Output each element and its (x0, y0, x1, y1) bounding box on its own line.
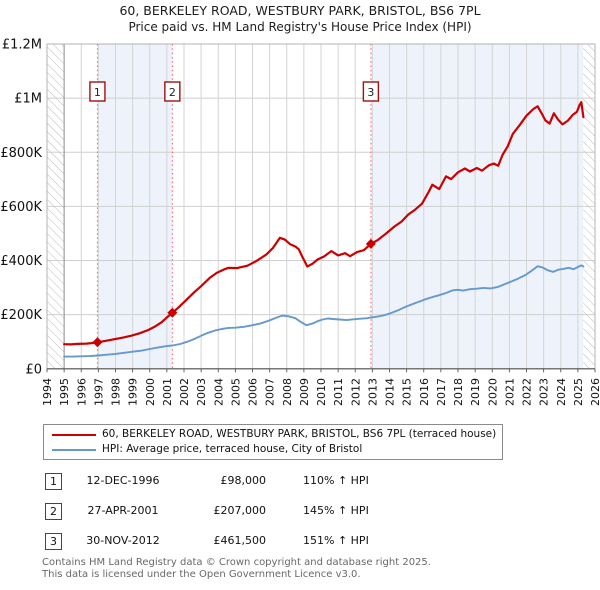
x-axis-tick-label: 1996 (75, 378, 88, 406)
x-axis-tick-label: 1997 (92, 378, 105, 406)
sale-price: £98,000 (220, 474, 267, 487)
y-axis-tick-label: £400K (0, 254, 42, 269)
x-axis-tick-label: 2005 (229, 378, 242, 406)
x-axis-tick-label: 2007 (264, 378, 277, 406)
y-axis-tick-label: £1M (14, 92, 42, 107)
x-axis-tick-label: 2019 (469, 378, 482, 406)
y-axis-tick-label: £200K (0, 308, 42, 323)
table-row-sale-1: 1 12-DEC-1996 £98,000 110% ↑ HPI (0, 473, 600, 490)
sale-date: 27-APR-2001 (87, 504, 159, 517)
y-axis-tick-label: £1.2M (2, 38, 42, 53)
price-line-sample (52, 434, 96, 436)
sale-number-badge: 2 (45, 503, 62, 520)
sale-marker-diamond (365, 238, 376, 249)
sale-date: 12-DEC-1996 (86, 474, 160, 487)
x-axis-tick-label: 2009 (298, 378, 311, 406)
x-axis-tick-label: 2013 (366, 378, 379, 406)
x-axis-tick-label: 2016 (418, 378, 431, 406)
x-axis-tick-label: 2017 (435, 378, 448, 406)
x-axis-tick-label: 2002 (178, 378, 191, 406)
x-axis-tick-label: 2008 (281, 378, 294, 406)
x-axis-tick-label: 2023 (538, 378, 551, 406)
sale-hpi-change: 151% ↑ HPI (303, 534, 369, 547)
y-axis-tick-label: £600K (0, 200, 42, 215)
sale-price: £207,000 (213, 504, 267, 517)
x-axis-tick-label: 2022 (521, 378, 534, 406)
y-axis-tick-label: £800K (0, 146, 42, 161)
price-paid-line (62, 101, 585, 346)
sale-number-flag-label: 1 (94, 86, 101, 99)
x-axis-tick-label: 2003 (195, 378, 208, 406)
sale-price: £461,500 (213, 534, 267, 547)
sale-date: 30-NOV-2012 (86, 534, 160, 547)
x-axis-tick-label: 2024 (555, 378, 568, 406)
table-row-sale-2: 2 27-APR-2001 £207,000 145% ↑ HPI (0, 503, 600, 520)
sale-hpi-change: 145% ↑ HPI (303, 504, 369, 517)
legend-item-hpi: HPI: Average price, terraced house, City… (44, 442, 502, 457)
x-axis-tick-label: 2026 (589, 378, 600, 406)
x-axis-tick-label: 2018 (452, 378, 465, 406)
x-axis-tick-label: 2000 (144, 378, 157, 406)
sale-number-badge: 3 (45, 533, 62, 550)
page-subtitle: Price paid vs. HM Land Registry's House … (128, 20, 472, 34)
footer-licence: This data is licensed under the Open Gov… (42, 568, 361, 580)
sale-hpi-change: 110% ↑ HPI (303, 474, 369, 487)
x-axis-tick-label: 2011 (332, 378, 345, 406)
x-axis-tick-label: 2001 (161, 378, 174, 406)
x-axis-tick-label: 2012 (349, 378, 362, 406)
x-axis-tick-label: 2010 (315, 378, 328, 406)
legend-label-price: 60, BERKELEY ROAD, WESTBURY PARK, BRISTO… (102, 428, 497, 440)
x-axis-tick-label: 2021 (503, 378, 516, 406)
price-history-chart: 1 2 3 £0 £200K £400K £600K £800K £1M £1.2M 1994 199… (0, 38, 600, 407)
footer-copyright: Contains HM Land Registry data © Crown c… (42, 557, 431, 568)
hpi-line (63, 264, 585, 358)
legend-item-price: 60, BERKELEY ROAD, WESTBURY PARK, BRISTO… (44, 427, 502, 442)
hpi-line-sample (52, 449, 96, 451)
x-axis-tick-label: 2014 (384, 378, 397, 406)
sale-number-flag (164, 81, 181, 102)
sale-number-badge: 1 (45, 473, 62, 490)
table-row-sale-3: 3 30-NOV-2012 £461,500 151% ↑ HPI (0, 533, 600, 550)
x-axis-tick-label: 1995 (58, 378, 71, 406)
x-axis-tick-label: 2020 (486, 378, 499, 406)
x-axis-tick-label: 1999 (127, 378, 140, 406)
x-axis-tick-label: 2025 (572, 378, 585, 406)
legend: 60, BERKELEY ROAD, WESTBURY PARK, BRISTO… (43, 424, 503, 460)
sale-number-flag-label: 3 (367, 86, 374, 99)
y-axis-tick-label: £0 (25, 362, 42, 377)
x-axis-tick-label: 1994 (41, 378, 54, 406)
sale-number-flag (89, 81, 106, 102)
x-axis-tick-label: 2004 (212, 378, 225, 406)
x-axis-tick-label: 2006 (247, 378, 260, 406)
page-title: 60, BERKELEY ROAD, WESTBURY PARK, BRISTO… (119, 3, 481, 18)
sale-marker-diamond (92, 337, 103, 348)
sale-number-flag (362, 81, 380, 102)
sale-marker-diamond (167, 307, 178, 318)
legend-label-hpi: HPI: Average price, terraced house, City… (102, 443, 363, 455)
sale-number-flag-label: 2 (169, 86, 176, 99)
footer: Contains HM Land Registry data © Crown c… (42, 557, 431, 580)
x-axis-tick-label: 1998 (110, 378, 123, 406)
x-axis-tick-label: 2015 (401, 378, 414, 406)
